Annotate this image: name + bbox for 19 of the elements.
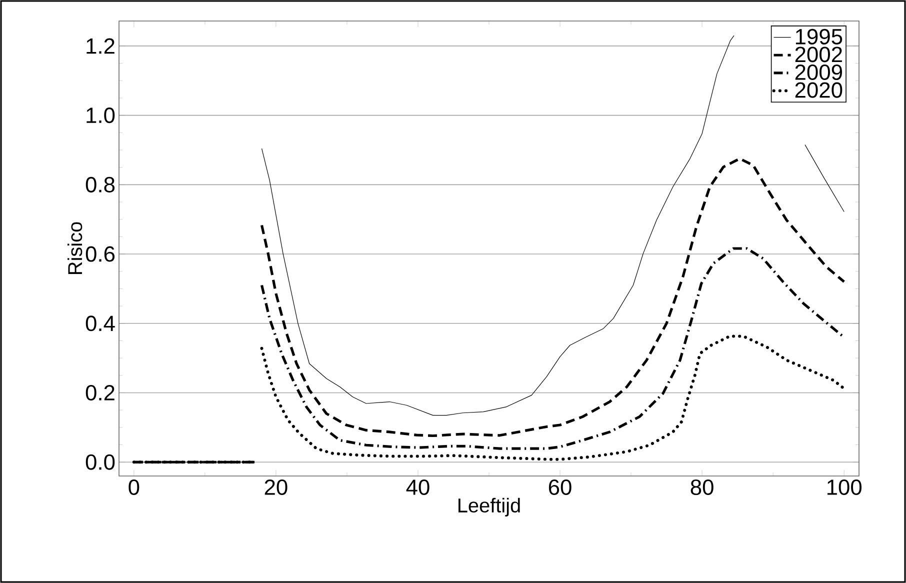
x-tick-label: 80	[690, 479, 714, 496]
x-tick-label: 40	[406, 479, 430, 496]
y-tick-label: 0.8	[86, 176, 115, 192]
y-tick-label: 0.6	[86, 246, 115, 262]
x-axis-title: Leeftijd	[458, 498, 520, 516]
y-tick-label: 1.2	[86, 38, 114, 54]
legend-label: 2020	[795, 82, 842, 98]
y-tick-label: 0.2	[86, 384, 114, 401]
x-tick-label: 60	[548, 479, 572, 496]
y-tick-label: 1.0	[86, 108, 115, 124]
legend-label: 1995	[796, 28, 842, 44]
y-tick-label: 0.0	[86, 454, 115, 470]
y-axis-title: Risico	[68, 222, 82, 274]
legend-label: 2009	[795, 64, 842, 80]
x-tick-label: 20	[264, 479, 288, 496]
legend-label: 2002	[795, 46, 842, 62]
y-tick-label: 0.4	[86, 316, 115, 332]
x-tick-label: 0	[128, 479, 140, 496]
x-tick-label: 100	[827, 479, 862, 496]
